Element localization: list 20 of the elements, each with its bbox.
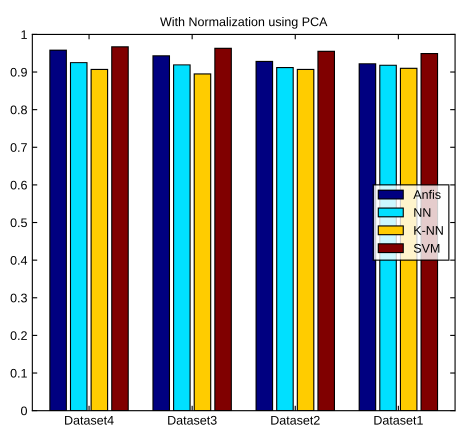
- y-tick-label: 0.3: [10, 294, 27, 302]
- y-tick-label: 0.9: [10, 68, 27, 77]
- y-tick-label: 0.6: [10, 180, 27, 190]
- y-tick-label: 0: [21, 406, 27, 416]
- y-tick-label: 0.4: [10, 256, 28, 265]
- x-tick-label: Dataset2: [271, 416, 320, 425]
- legend-label: SVM: [414, 244, 440, 253]
- y-tick-label: 0.2: [10, 331, 27, 340]
- legend-label: NN: [414, 208, 430, 217]
- legend-label: Anfis: [413, 190, 441, 200]
- legend-label: K-NN: [414, 226, 443, 235]
- y-tick-label: 0.1: [10, 368, 27, 378]
- x-tick-label: Dataset1: [374, 416, 423, 425]
- chart-title: With Normalization using PCA: [160, 17, 328, 29]
- y-tick-label: 0.7: [10, 143, 27, 152]
- y-tick-label: 0.8: [10, 105, 27, 114]
- x-tick-label: Dataset4: [65, 416, 114, 425]
- y-tick-label: 0.5: [10, 218, 27, 228]
- x-tick-label: Dataset3: [168, 416, 217, 425]
- y-tick-label: 1: [21, 30, 27, 39]
